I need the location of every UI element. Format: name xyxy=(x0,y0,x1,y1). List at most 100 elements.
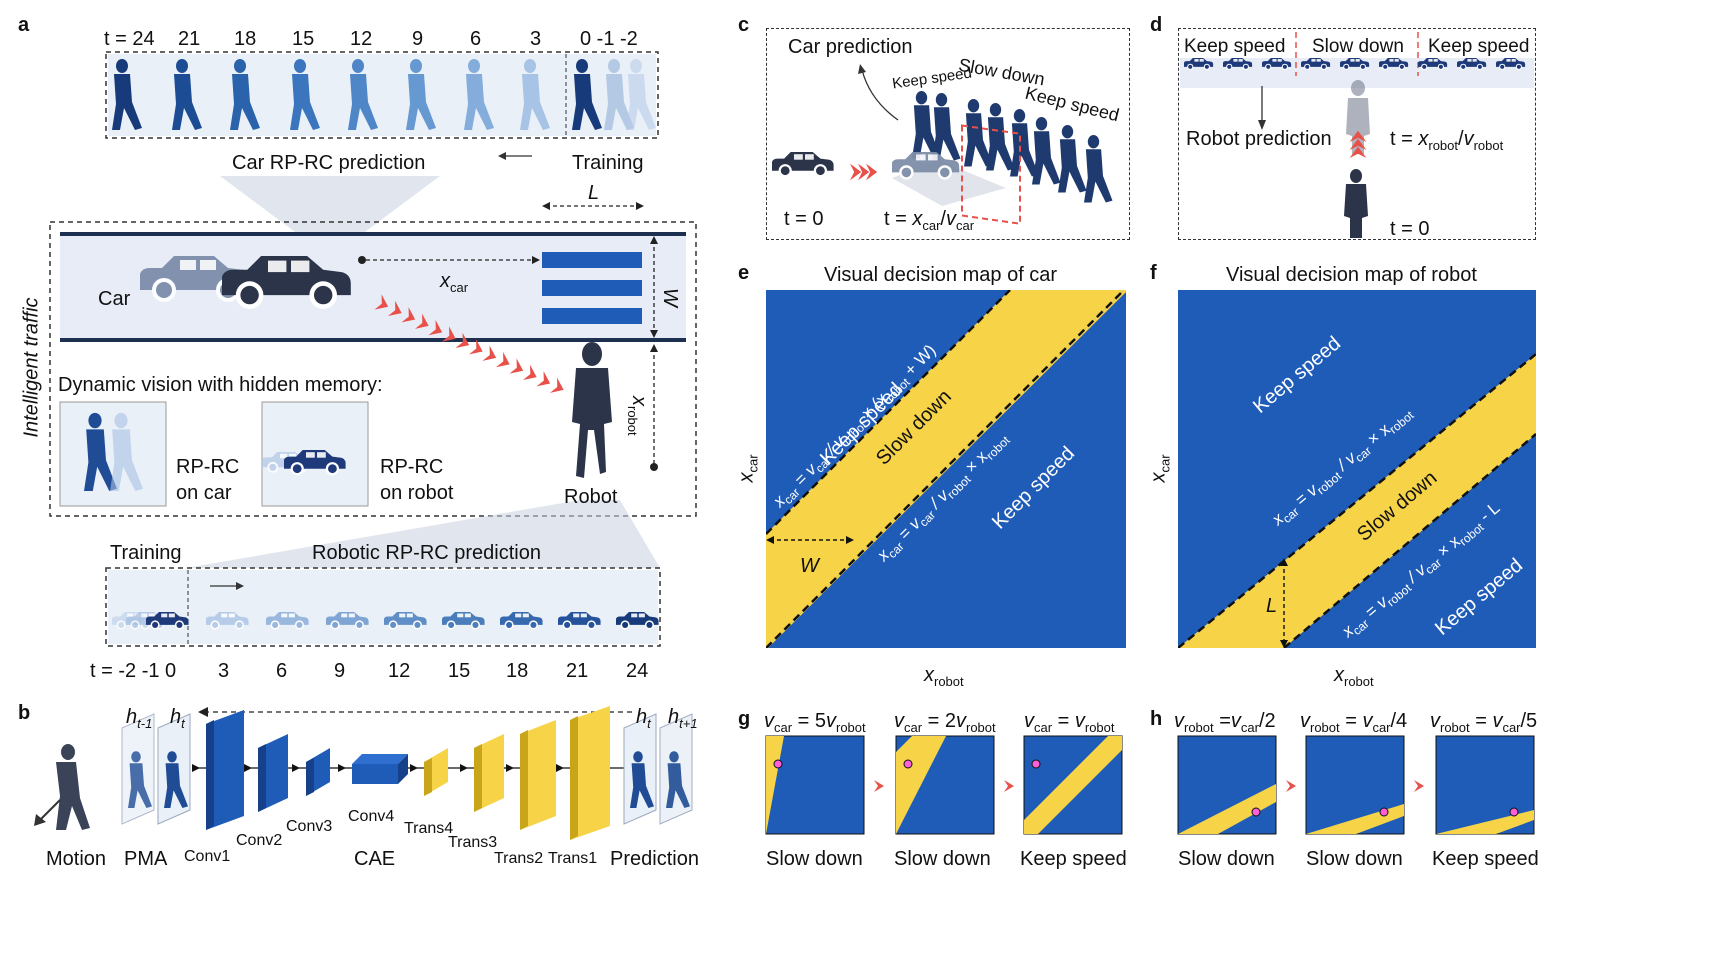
car-icon xyxy=(1301,58,1331,70)
walker-icon xyxy=(1058,125,1087,193)
f-title: Visual decision map of robot xyxy=(1226,264,1477,286)
chevron-icon xyxy=(858,163,870,181)
time-label: 24 xyxy=(626,660,649,682)
time-label: 6 xyxy=(276,660,288,682)
walker-icon xyxy=(520,59,550,130)
car-icon xyxy=(266,612,309,630)
g-title-3: vcar = vrobot xyxy=(1024,710,1115,735)
layer-label-conv3: Conv3 xyxy=(286,818,333,835)
panel-label-e: e xyxy=(738,262,750,284)
walker-icon xyxy=(666,751,690,808)
car-rp-rc-prediction-label: Car RP-RC prediction xyxy=(232,152,426,174)
chevron-icon xyxy=(536,371,551,387)
rp-rc-car-label-1: RP-RC xyxy=(176,456,240,478)
car-icon xyxy=(442,612,485,630)
car-training-label: Training xyxy=(572,152,644,174)
time-label: 9 xyxy=(334,660,346,682)
walker-icon xyxy=(348,59,378,130)
walker-icon xyxy=(84,412,117,491)
g-label-1: Slow down xyxy=(766,848,863,870)
panel-b-network-diagram xyxy=(34,706,693,840)
panel-label-f: f xyxy=(1150,262,1157,284)
h-t-label: ht xyxy=(170,706,185,731)
xcar-label: xcar xyxy=(440,270,469,295)
g-title-1: vcar = 5vrobot xyxy=(764,710,866,735)
walker-icon xyxy=(912,91,941,159)
chevron-icon xyxy=(455,332,470,349)
chevron-icon xyxy=(482,345,497,361)
car-icon xyxy=(616,612,659,630)
walker-icon xyxy=(604,59,634,130)
panel-c-frame xyxy=(766,28,1130,240)
walker-icon xyxy=(230,59,260,130)
car-icon xyxy=(1223,58,1253,70)
panel-c-graphics xyxy=(772,64,1113,225)
time-label: 18 xyxy=(506,660,529,682)
walker-icon xyxy=(626,59,656,130)
h-title-2: vrobot = vcar/4 xyxy=(1300,710,1408,735)
car-icon xyxy=(1457,58,1487,70)
layer-label-conv2: Conv2 xyxy=(236,832,283,849)
h-label-1: Slow down xyxy=(1178,848,1275,870)
rp-rc-robot-label-2: on robot xyxy=(380,482,454,504)
chevron-icon xyxy=(850,163,862,181)
g-title-2: vcar = 2vrobot xyxy=(894,710,996,735)
walker-icon xyxy=(110,412,143,491)
car-icon xyxy=(1379,58,1409,70)
car-label: Car xyxy=(98,288,131,310)
h-title-1: vrobot =vcar/2 xyxy=(1174,710,1276,735)
layer-label-conv4: Conv4 xyxy=(348,808,395,825)
car-icon xyxy=(206,612,249,630)
panel-a-graphics xyxy=(49,51,697,647)
d-keep-speed-2: Keep speed xyxy=(1428,36,1530,57)
walker-icon xyxy=(406,59,436,130)
robot-training-label: Training xyxy=(110,542,182,564)
time-label: 0 -1 -2 xyxy=(580,28,638,50)
car-icon xyxy=(284,450,346,476)
d-t-xrobot-vrobot: t = xrobot/vrobot xyxy=(1390,128,1504,153)
chevron-icon xyxy=(441,326,456,342)
car-icon xyxy=(892,152,960,180)
chevron-icon xyxy=(1349,130,1367,142)
panel-label-b: b xyxy=(18,702,31,724)
chevron-icon xyxy=(428,319,443,336)
d-keep-speed-1: Keep speed xyxy=(1184,36,1286,57)
svg-text:W: W xyxy=(800,555,821,577)
walker-icon xyxy=(1032,117,1061,185)
panel-label-c: c xyxy=(738,14,750,36)
time-label: 12 xyxy=(350,28,373,50)
car-icon xyxy=(1340,58,1370,70)
svg-text:L: L xyxy=(1266,595,1277,617)
time-label: t = 24 xyxy=(104,28,155,50)
time-label: 21 xyxy=(178,28,201,50)
layer-label-trans4: Trans4 xyxy=(404,820,454,837)
chevron-icon xyxy=(414,313,429,329)
chevron-icon xyxy=(1349,138,1367,150)
time-label: 6 xyxy=(470,28,482,50)
time-label: 12 xyxy=(388,660,411,682)
c-t-xcar-vcar: t = xcar/vcar xyxy=(884,208,975,233)
car-icon xyxy=(384,612,427,630)
layer-label-trans3: Trans3 xyxy=(448,834,498,851)
car-icon xyxy=(500,612,543,630)
h-label-2: Slow down xyxy=(1306,848,1403,870)
e-decision-map: W Keep speed Slow down Keep speed xcar =… xyxy=(766,290,1126,648)
h-t-pred-label: ht xyxy=(636,706,651,731)
time-label: 15 xyxy=(292,28,315,50)
time-label: 3 xyxy=(530,28,542,50)
e-xlabel: xrobot xyxy=(924,664,964,689)
car-icon xyxy=(558,612,601,630)
walker-icon xyxy=(464,59,494,130)
walker-icon xyxy=(932,93,961,161)
chevron-icon xyxy=(549,377,564,393)
walker-icon xyxy=(964,99,993,167)
cae-label: CAE xyxy=(354,848,396,870)
panel-d-frame xyxy=(1178,28,1536,240)
chevron-icon xyxy=(509,358,524,374)
car-icon xyxy=(1496,58,1526,70)
walker-icon xyxy=(1010,109,1039,177)
time-label: 3 xyxy=(218,660,230,682)
chevron-icon xyxy=(468,339,483,355)
car-icon xyxy=(1184,58,1214,70)
g-label-3: Keep speed xyxy=(1020,848,1127,870)
